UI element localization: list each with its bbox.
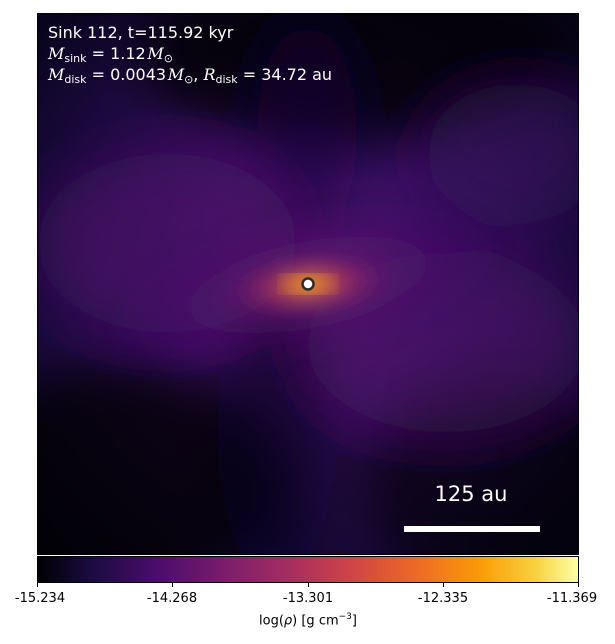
colorbar-tick-label: -11.369: [546, 591, 598, 606]
sink-mass-label: Msink = 1.12 M⊙: [48, 44, 173, 65]
colorbar-axis-label: log(ρ) [g cm−3]: [259, 612, 357, 629]
colorbar: [37, 556, 579, 583]
sink-time-label: Sink 112, t=115.92 kyr: [48, 23, 234, 42]
colorbar-tick-label: -13.301: [282, 591, 334, 606]
colorbar-tick: [308, 583, 309, 587]
colorbar-tick-label: -12.335: [417, 591, 469, 606]
colorbar-tick: [578, 583, 579, 587]
disk-properties-label: Mdisk = 0.0043 M⊙, Rdisk = 34.72 au: [48, 65, 333, 86]
colorbar-tick: [443, 583, 444, 587]
scalebar-label: 125 au: [434, 482, 508, 506]
colorbar-tick-label: -14.268: [146, 591, 198, 606]
density-map: Sink 112, t=115.92 kyr Msink = 1.12 M⊙ M…: [37, 13, 579, 555]
colorbar-tick: [37, 583, 38, 587]
scalebar: [404, 526, 540, 532]
colorbar-tick: [172, 583, 173, 587]
density-image: [38, 14, 578, 554]
colorbar-tick-label: -15.234: [14, 591, 66, 606]
sink-marker: [301, 277, 315, 291]
